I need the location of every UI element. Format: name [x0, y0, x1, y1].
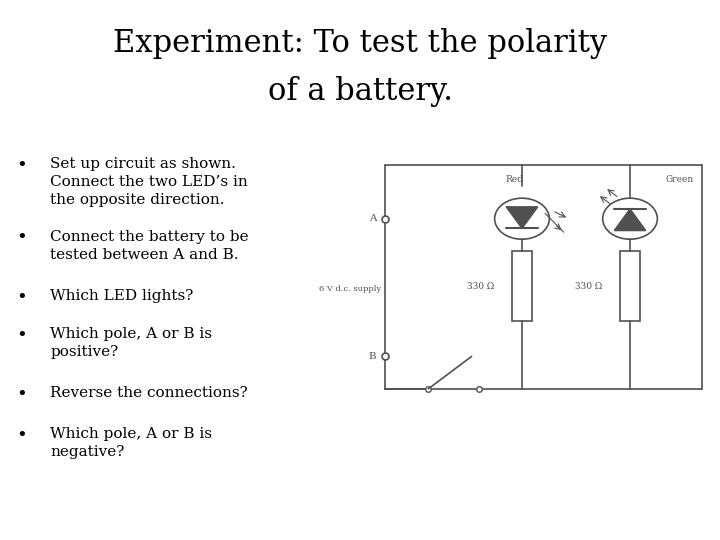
Bar [620, 251, 640, 321]
Text: B: B [369, 352, 377, 361]
Text: Green: Green [666, 174, 694, 184]
Text: Which pole, A or B is
negative?: Which pole, A or B is negative? [50, 427, 212, 459]
Text: •: • [17, 230, 27, 247]
Text: 330 Ω: 330 Ω [575, 282, 603, 291]
Polygon shape [614, 209, 646, 231]
Text: Set up circuit as shown.
Connect the two LED’s in
the opposite direction.: Set up circuit as shown. Connect the two… [50, 157, 248, 207]
Text: •: • [17, 386, 27, 404]
Text: Experiment: To test the polarity: Experiment: To test the polarity [113, 28, 607, 59]
Text: •: • [17, 427, 27, 444]
Text: Red: Red [506, 174, 523, 184]
Text: Which pole, A or B is
positive?: Which pole, A or B is positive? [50, 327, 212, 359]
Text: of a battery.: of a battery. [268, 76, 452, 107]
Text: Which LED lights?: Which LED lights? [50, 289, 194, 303]
Text: Reverse the connections?: Reverse the connections? [50, 386, 248, 400]
Text: A: A [369, 214, 377, 223]
Text: •: • [17, 327, 27, 345]
Text: Connect the battery to be
tested between A and B.: Connect the battery to be tested between… [50, 230, 249, 262]
Bar [512, 251, 532, 321]
Polygon shape [506, 207, 538, 228]
Text: •: • [17, 289, 27, 307]
Text: 6 V d.c. supply: 6 V d.c. supply [320, 285, 382, 293]
Text: •: • [17, 157, 27, 174]
Text: 330 Ω: 330 Ω [467, 282, 495, 291]
